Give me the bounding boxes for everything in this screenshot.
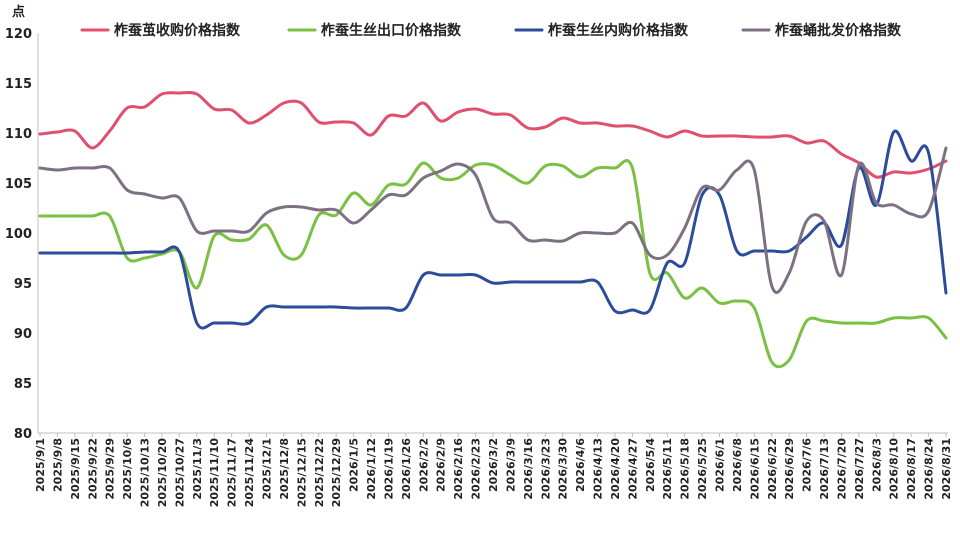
x-tick-label: 2025/10/27 xyxy=(173,438,186,507)
legend-label: 柞蚕生丝出口价格指数 xyxy=(321,22,462,39)
x-tick-label: 2026/6/29 xyxy=(783,438,796,500)
x-tick-label: 2026/6/1 xyxy=(714,438,727,492)
x-tick-label: 2025/12/22 xyxy=(313,438,326,507)
x-tick-label: 2026/3/9 xyxy=(504,438,517,492)
x-tick-label: 2025/9/1 xyxy=(34,438,47,492)
x-tick-label: 2025/11/3 xyxy=(191,438,204,500)
series-line-3 xyxy=(38,129,948,330)
y-tick-label: 100 xyxy=(5,227,32,242)
x-tick-label: 2025/9/15 xyxy=(69,438,82,500)
x-tick-label: 2026/8/3 xyxy=(870,438,883,492)
y-tick-label: 85 xyxy=(14,377,32,392)
x-tick-label: 2026/7/13 xyxy=(818,438,831,500)
x-tick-label: 2026/3/23 xyxy=(539,438,552,500)
series-line-2 xyxy=(38,159,948,369)
x-tick-label: 2025/10/20 xyxy=(156,438,169,508)
x-tick-label: 2026/7/6 xyxy=(801,438,814,492)
x-tick-label: 2025/9/22 xyxy=(86,438,99,500)
x-tick-label: 2026/8/10 xyxy=(888,438,901,500)
x-tick-label: 2026/4/13 xyxy=(592,438,605,500)
x-tick-label: 2026/8/24 xyxy=(923,438,936,500)
x-tick-label: 2025/9/29 xyxy=(104,438,117,500)
x-tick-label: 2026/7/27 xyxy=(853,438,866,500)
x-tick-label: 2026/4/27 xyxy=(626,438,639,500)
x-tick-label: 2025/11/24 xyxy=(243,438,256,508)
series-line-4 xyxy=(38,146,948,294)
x-tick-label: 2026/8/17 xyxy=(905,438,918,500)
y-tick-label: 105 xyxy=(5,177,32,192)
y-tick-label: 115 xyxy=(5,77,32,92)
x-tick-label: 2026/8/31 xyxy=(940,438,953,500)
x-tick-label: 2025/9/8 xyxy=(51,438,64,492)
x-tick-label: 2026/4/6 xyxy=(574,438,587,492)
x-tick-label: 2026/2/9 xyxy=(435,438,448,492)
x-tick-label: 2026/6/22 xyxy=(766,438,779,500)
x-tick-label: 2026/3/30 xyxy=(557,438,570,500)
legend-label: 柞蚕茧收购价格指数 xyxy=(114,22,241,39)
x-tick-label: 2026/2/23 xyxy=(470,438,483,500)
x-tick-label: 2025/12/1 xyxy=(261,438,274,500)
x-tick-label: 2026/1/12 xyxy=(365,438,378,500)
x-tick-label: 2026/3/2 xyxy=(487,438,500,492)
x-tick-label: 2026/5/18 xyxy=(679,438,692,500)
axes: 点 80 85 90 95 100 105 110 115 120 2025/9/1 2025/9/8… xyxy=(5,4,953,507)
y-tick-label: 120 xyxy=(5,27,32,42)
x-tick-label: 2025/12/8 xyxy=(278,438,291,500)
x-tick-label: 2025/11/10 xyxy=(208,438,221,508)
y-tick-label: 80 xyxy=(14,427,32,442)
x-tick-label: 2026/1/5 xyxy=(348,438,361,492)
x-tick-label: 2025/11/17 xyxy=(226,438,239,507)
y-axis-unit: 点 xyxy=(12,4,25,20)
x-tick-label: 2026/4/20 xyxy=(609,438,622,500)
x-tick-label: 2026/6/15 xyxy=(748,438,761,500)
x-tick-label: 2026/2/2 xyxy=(417,438,430,492)
x-tick-label: 2026/6/8 xyxy=(731,438,744,492)
x-tick-label: 2025/10/6 xyxy=(121,438,134,500)
x-tick-label: 2026/7/20 xyxy=(835,438,848,500)
x-tick-label: 2026/3/16 xyxy=(522,438,535,500)
series-line-1 xyxy=(38,91,948,179)
y-tick-label: 95 xyxy=(14,277,32,292)
x-tick-label: 2025/12/15 xyxy=(295,438,308,507)
legend-label: 柞蚕蛹批发价格指数 xyxy=(775,22,902,39)
y-tick-label: 90 xyxy=(14,327,32,342)
x-tick-label: 2025/10/13 xyxy=(139,438,152,507)
x-tick-label: 2026/1/19 xyxy=(382,438,395,500)
series-lines xyxy=(38,91,948,369)
x-tick-label: 2026/1/26 xyxy=(400,438,413,500)
x-tick-label: 2026/5/11 xyxy=(661,438,674,500)
legend-label: 柞蚕生丝内购价格指数 xyxy=(548,22,689,39)
legend: 柞蚕茧收购价格指数 柞蚕生丝出口价格指数 柞蚕生丝内购价格指数 柞蚕蛹批发价格指数 xyxy=(80,22,902,39)
x-tick-label: 2025/12/29 xyxy=(330,438,343,507)
x-tick-label: 2026/5/4 xyxy=(644,438,657,492)
y-tick-label: 110 xyxy=(5,127,32,142)
x-tick-label: 2026/5/25 xyxy=(696,438,709,500)
x-tick-label: 2026/2/16 xyxy=(452,438,465,500)
